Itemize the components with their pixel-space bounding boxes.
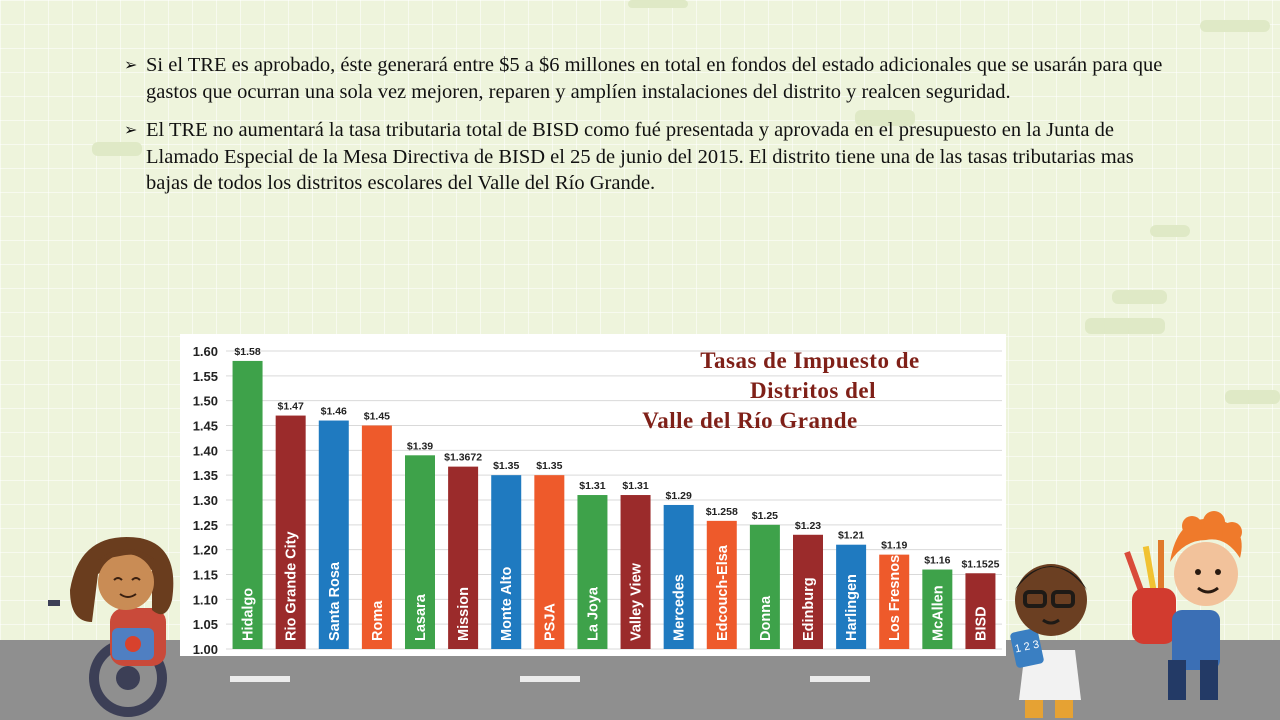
bar-value-label: $1.3672 [444, 452, 482, 464]
bullet-item: ➢ Si el TRE es aprobado, éste generará e… [124, 52, 1164, 105]
bar [965, 573, 996, 649]
category-label: McAllen [930, 585, 946, 641]
bar [793, 534, 823, 649]
road-stripe [520, 676, 580, 682]
chart-title: Tasas de Impuesto de Distritos del Valle… [625, 346, 995, 436]
decor-dash [628, 0, 688, 8]
bar-value-label: $1.1525 [961, 558, 999, 570]
bullet-text: El TRE no aumentará la tasa tributaria t… [146, 119, 1134, 194]
bar [922, 569, 953, 649]
category-label: Edinburg [801, 577, 817, 641]
bar-value-label: $1.29 [666, 490, 692, 502]
road-stripe [810, 676, 870, 682]
girl-wheelchair-illustration [48, 537, 174, 717]
bar [405, 455, 435, 649]
bar [706, 520, 737, 649]
category-label: Roma [370, 600, 386, 641]
bar [491, 475, 522, 649]
y-tick-label: 1.30 [193, 493, 218, 508]
category-label: Harlingen [844, 574, 860, 641]
chart-title-line: Tasas de Impuesto de [700, 348, 920, 373]
tax-rate-chart: 1.00 1.05 1.10 1.15 1.20 1.25 1.30 1.35 1.40 1.45… [180, 334, 1006, 656]
bar [620, 495, 651, 649]
category-label: PSJA [542, 603, 558, 641]
decor-dash [855, 110, 915, 126]
y-tick-label: 1.15 [193, 568, 218, 583]
bar [879, 554, 910, 649]
bar-value-label: $1.35 [493, 460, 519, 472]
category-label: La Joya [585, 586, 601, 641]
decor-dash [1200, 20, 1270, 32]
bullet-list: ➢ Si el TRE es aprobado, éste generará e… [124, 52, 1164, 209]
bar-value-label: $1.58 [234, 346, 260, 358]
bar-value-label: $1.47 [278, 401, 304, 413]
boy-glasses-illustration: 1 2 3 [1010, 564, 1087, 718]
decor-dash [1112, 290, 1167, 304]
y-tick-label: 1.05 [193, 617, 218, 632]
decor-dash [92, 142, 142, 156]
bar-value-label: $1.25 [752, 510, 778, 522]
bar [361, 425, 392, 649]
category-label: Lasara [413, 593, 429, 641]
bar [232, 360, 263, 649]
bar [275, 415, 306, 649]
bar [448, 466, 479, 649]
y-tick-label: 1.60 [193, 344, 218, 359]
chart-title-line: Distritos del [750, 378, 876, 403]
bar-value-label: $1.31 [579, 480, 605, 492]
category-label: Donna [758, 595, 774, 641]
category-label: Rio Grande City [284, 531, 300, 641]
bar [663, 504, 694, 649]
category-label: Edcouch-Elsa [715, 544, 731, 641]
y-tick-label: 1.55 [193, 369, 218, 384]
road-stripe [230, 676, 290, 682]
category-label: Mercedes [672, 574, 688, 641]
svg-text:1 2 3: 1 2 3 [1014, 639, 1040, 656]
bar-value-label: $1.23 [795, 520, 821, 532]
chart-title-line: Valle del Río Grande [642, 408, 858, 433]
category-label: Hidalgo [241, 588, 257, 641]
arrow-bullet-icon: ➢ [124, 122, 138, 139]
decor-dash [1225, 390, 1280, 404]
bar-value-label: $1.31 [622, 480, 648, 492]
y-tick-label: 1.10 [193, 592, 218, 607]
bar-chart-svg: 1.00 1.05 1.10 1.15 1.20 1.25 1.30 1.35 1.40 1.45… [193, 344, 1002, 656]
bar-value-label: $1.46 [321, 406, 347, 418]
boy-backpack-illustration [1124, 511, 1242, 700]
y-tick-label: 1.00 [193, 642, 218, 656]
bar [534, 475, 565, 649]
y-tick-label: 1.40 [193, 443, 218, 458]
y-tick-label: 1.35 [193, 468, 218, 483]
y-tick-label: 1.20 [193, 543, 218, 558]
bar [577, 495, 608, 649]
category-label: BISD [973, 606, 989, 641]
arrow-bullet-icon: ➢ [124, 57, 138, 74]
bar-value-label: $1.39 [407, 440, 433, 452]
category-label: Monte Alto [499, 566, 515, 641]
bar [836, 544, 867, 649]
bar-value-label: $1.35 [536, 460, 562, 472]
decor-dash [1150, 225, 1190, 237]
bullet-text: Si el TRE es aprobado, éste generará ent… [146, 54, 1163, 103]
bullet-item: ➢ El TRE no aumentará la tasa tributaria… [124, 117, 1164, 197]
category-label: Santa Rosa [327, 561, 343, 641]
y-tick-label: 1.50 [193, 394, 218, 409]
y-tick-label: 1.25 [193, 518, 218, 533]
bar [318, 420, 349, 649]
bar-value-label: $1.258 [706, 506, 738, 518]
category-label: Valley View [629, 562, 645, 641]
bar-value-label: $1.21 [838, 530, 864, 542]
y-tick-label: 1.45 [193, 419, 218, 434]
bar-value-label: $1.16 [924, 555, 950, 567]
bar-value-label: $1.45 [364, 411, 390, 423]
bar-value-label: $1.19 [881, 540, 907, 552]
decor-dash [1085, 318, 1165, 334]
category-label: Los Fresnos [887, 555, 903, 641]
bar [749, 524, 780, 649]
category-label: Mission [456, 587, 472, 641]
